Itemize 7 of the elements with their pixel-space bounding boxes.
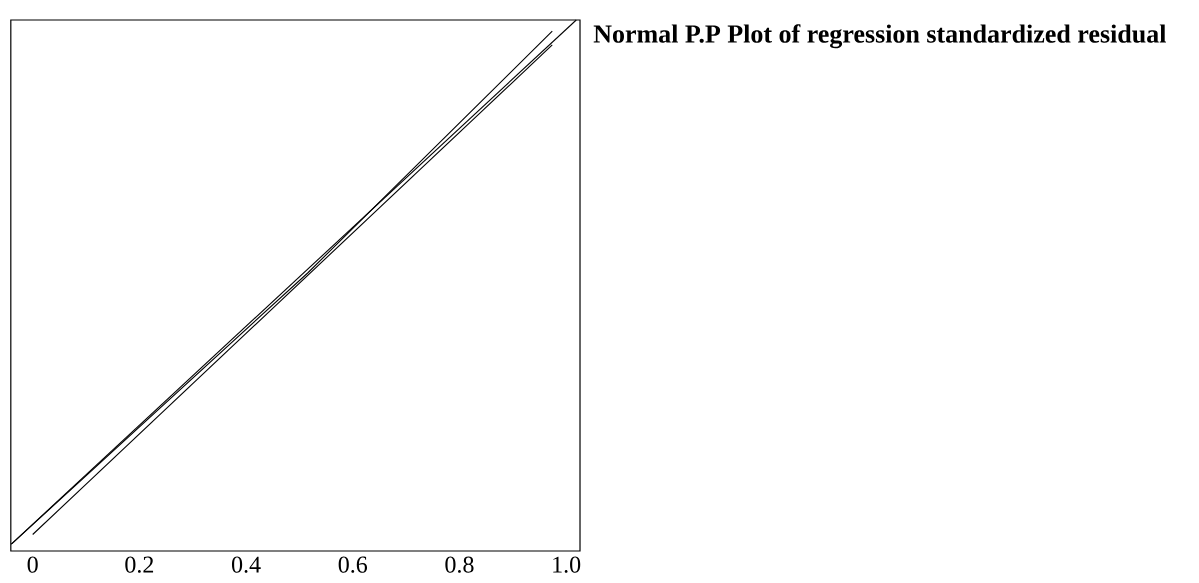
text: Normal P.P Plot of regression standardized residual xyxy=(593,24,1166,49)
x-tick-label: 0.6 xyxy=(338,556,368,573)
x-tick-label: 0.8 xyxy=(445,556,474,573)
x-tick-label: 0 xyxy=(27,556,38,573)
x-tick-label: 0.2 xyxy=(125,556,154,573)
x-tick-label: 0.4 xyxy=(231,556,261,573)
x-tick-label: 1.0 xyxy=(553,556,581,573)
